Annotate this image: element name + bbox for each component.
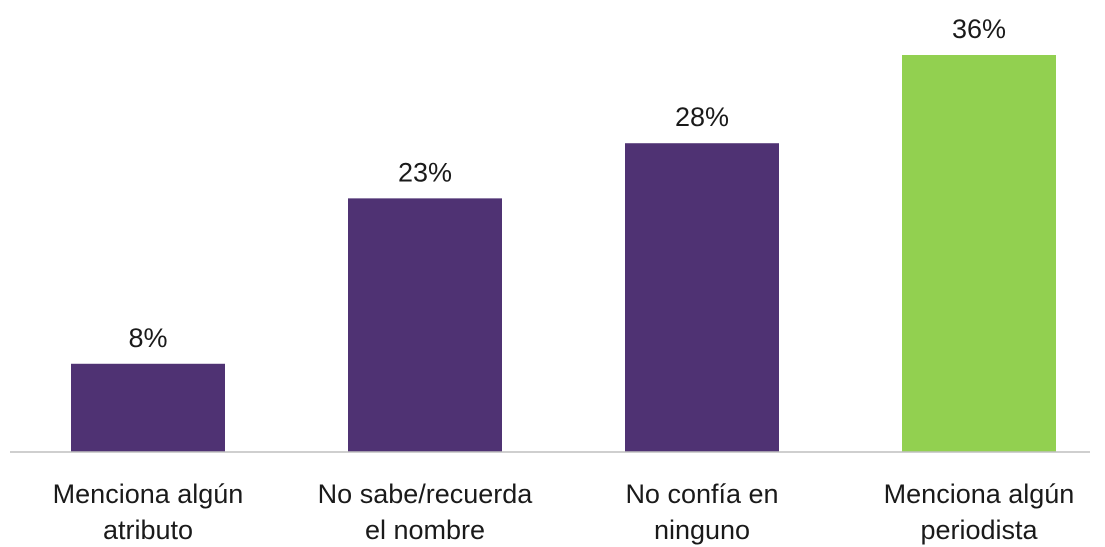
bar-3 — [625, 143, 779, 452]
category-label-2: No sabe/recuerda el nombre — [318, 479, 534, 545]
bar-2 — [348, 198, 502, 452]
value-labels-layer: 8% 23% 28% 36% — [128, 14, 1006, 353]
category-labels-layer: Menciona algún atributo No sabe/recuerda el… — [53, 479, 1075, 545]
category-label-line: Menciona algún — [53, 479, 244, 509]
category-label-line: el nombre — [365, 515, 485, 545]
category-label-3: No confía en ninguno — [625, 479, 778, 545]
category-label-1: Menciona algún atributo — [53, 479, 244, 545]
value-label-3: 28% — [675, 102, 729, 132]
category-label-line: ninguno — [654, 515, 750, 545]
category-label-line: periodista — [920, 515, 1038, 545]
category-label-line: No sabe/recuerda — [318, 479, 534, 509]
value-label-1: 8% — [128, 323, 167, 353]
category-label-4: Menciona algún periodista — [884, 479, 1075, 545]
value-label-2: 23% — [398, 157, 452, 187]
category-label-line: atributo — [103, 515, 193, 545]
bars-layer — [71, 55, 1056, 452]
value-label-4: 36% — [952, 14, 1006, 44]
bar-1 — [71, 363, 225, 452]
category-label-line: Menciona algún — [884, 479, 1075, 509]
category-label-line: No confía en — [625, 479, 778, 509]
bar-4 — [902, 55, 1056, 452]
